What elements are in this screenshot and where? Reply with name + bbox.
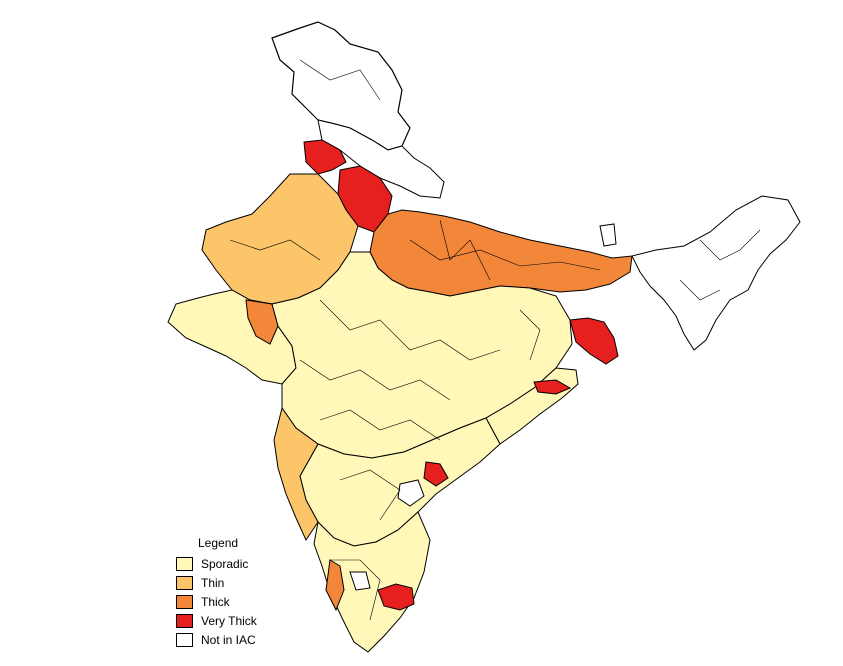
legend-swatch-sporadic [176, 556, 193, 571]
region-odisha-red [533, 379, 572, 395]
legend-swatch-thick [176, 594, 193, 609]
region-up-bihar [369, 209, 633, 297]
legend-label-very-thick: Very Thick [201, 613, 257, 628]
legend-swatch-not-in-iac [176, 632, 193, 647]
region-west-bengal [569, 317, 619, 365]
legend-label-not-in-iac: Not in IAC [201, 632, 256, 647]
legend-item-sporadic: Sporadic [176, 554, 257, 573]
region-sikkim [599, 223, 617, 247]
map-legend: Legend Sporadic Thin Thick Very Thick No… [176, 536, 257, 649]
legend-item-thick: Thick [176, 592, 257, 611]
legend-swatch-thin [176, 575, 193, 590]
legend-label-thick: Thick [201, 594, 230, 609]
legend-item-thin: Thin [176, 573, 257, 592]
region-andhra-white [397, 479, 425, 507]
region-kerala-orange [325, 559, 345, 612]
legend-label-sporadic: Sporadic [201, 556, 249, 571]
region-south-white [349, 571, 371, 591]
region-punjab [303, 139, 347, 175]
region-west-coast [273, 406, 319, 542]
legend-item-not-in-iac: Not in IAC [176, 630, 257, 649]
legend-item-very-thick: Very Thick [176, 611, 257, 630]
legend-label-thin: Thin [201, 575, 225, 590]
legend-title: Legend [198, 536, 239, 550]
legend-swatch-very-thick [176, 613, 193, 628]
district-boundaries [229, 59, 761, 621]
region-andhra-red [423, 461, 449, 487]
region-tamil-nadu-thick [377, 583, 415, 611]
region-himachal [317, 119, 445, 199]
region-northeast [631, 195, 801, 351]
